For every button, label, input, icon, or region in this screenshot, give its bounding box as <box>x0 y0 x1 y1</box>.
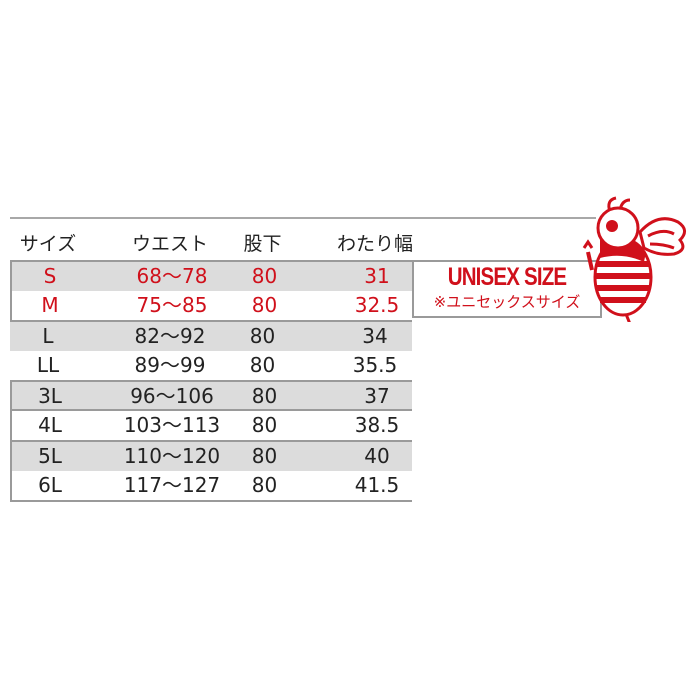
inseam-cell: 80 <box>251 413 278 437</box>
size-table: S 68〜78 80 31 M 75〜85 80 32.5 L 82〜92 80 34 LL 89〜… <box>10 260 412 502</box>
waist-cell: 75〜85 <box>136 293 208 317</box>
size-cell: 4L <box>38 413 62 437</box>
row-group: 5L 110〜120 80 40 6L 117〜127 80 41.5 <box>10 442 412 502</box>
waist-cell: 117〜127 <box>123 473 221 497</box>
table-row: S 68〜78 80 31 <box>12 262 412 291</box>
table-row: M 75〜85 80 32.5 <box>12 291 412 320</box>
inseam-cell: 80 <box>251 384 278 408</box>
unisex-subtitle: ※ユニセックスサイズ <box>433 293 581 311</box>
table-row: L 82〜92 80 34 <box>10 322 412 351</box>
row-group: S 68〜78 80 31 M 75〜85 80 32.5 <box>10 260 412 322</box>
divider <box>10 217 596 219</box>
inseam-cell: 80 <box>249 324 276 348</box>
table-row: 3L 96〜106 80 37 <box>12 382 412 411</box>
unisex-badge: UNISEX SIZE ※ユニセックスサイズ <box>412 260 602 318</box>
thigh-cell: 41.5 <box>354 473 400 497</box>
thigh-cell: 31 <box>364 264 390 288</box>
waist-cell: 89〜99 <box>134 353 206 377</box>
thigh-cell: 38.5 <box>354 413 400 437</box>
waist-cell: 103〜113 <box>123 413 221 437</box>
thigh-cell: 32.5 <box>354 293 400 317</box>
table-row: 6L 117〜127 80 41.5 <box>12 471 412 500</box>
bee-mascot-icon <box>582 196 686 322</box>
size-cell: 3L <box>38 384 62 408</box>
size-cell: 5L <box>38 444 62 468</box>
inseam-cell: 80 <box>249 353 276 377</box>
table-row: LL 89〜99 80 35.5 <box>10 351 412 380</box>
waist-cell: 96〜106 <box>130 384 214 408</box>
inseam-cell: 80 <box>251 473 278 497</box>
thigh-cell: 35.5 <box>352 353 398 377</box>
table-row: 5L 110〜120 80 40 <box>12 442 412 471</box>
inseam-cell: 80 <box>251 444 278 468</box>
header-waist: ウエスト <box>131 233 208 255</box>
waist-cell: 110〜120 <box>123 444 221 468</box>
header-size: サイズ <box>19 233 77 255</box>
size-cell: S <box>43 264 57 288</box>
size-cell: L <box>42 324 54 348</box>
size-cell: LL <box>36 353 60 377</box>
waist-cell: 68〜78 <box>136 264 208 288</box>
waist-cell: 82〜92 <box>134 324 206 348</box>
header-inseam: 股下 <box>243 233 282 255</box>
thigh-cell: 37 <box>364 384 390 408</box>
thigh-cell: 40 <box>364 444 390 468</box>
row-group: L 82〜92 80 34 LL 89〜99 80 35.5 <box>10 322 412 380</box>
thigh-cell: 34 <box>362 324 388 348</box>
size-cell: M <box>41 293 59 317</box>
unisex-title: UNISEX SIZE <box>447 263 567 291</box>
table-row: 4L 103〜113 80 38.5 <box>12 411 412 440</box>
inseam-cell: 80 <box>251 264 278 288</box>
row-group: 3L 96〜106 80 37 4L 103〜113 80 38.5 <box>10 380 412 442</box>
size-cell: 6L <box>38 473 62 497</box>
inseam-cell: 80 <box>251 293 278 317</box>
header-thigh: わたり幅 <box>336 233 413 255</box>
